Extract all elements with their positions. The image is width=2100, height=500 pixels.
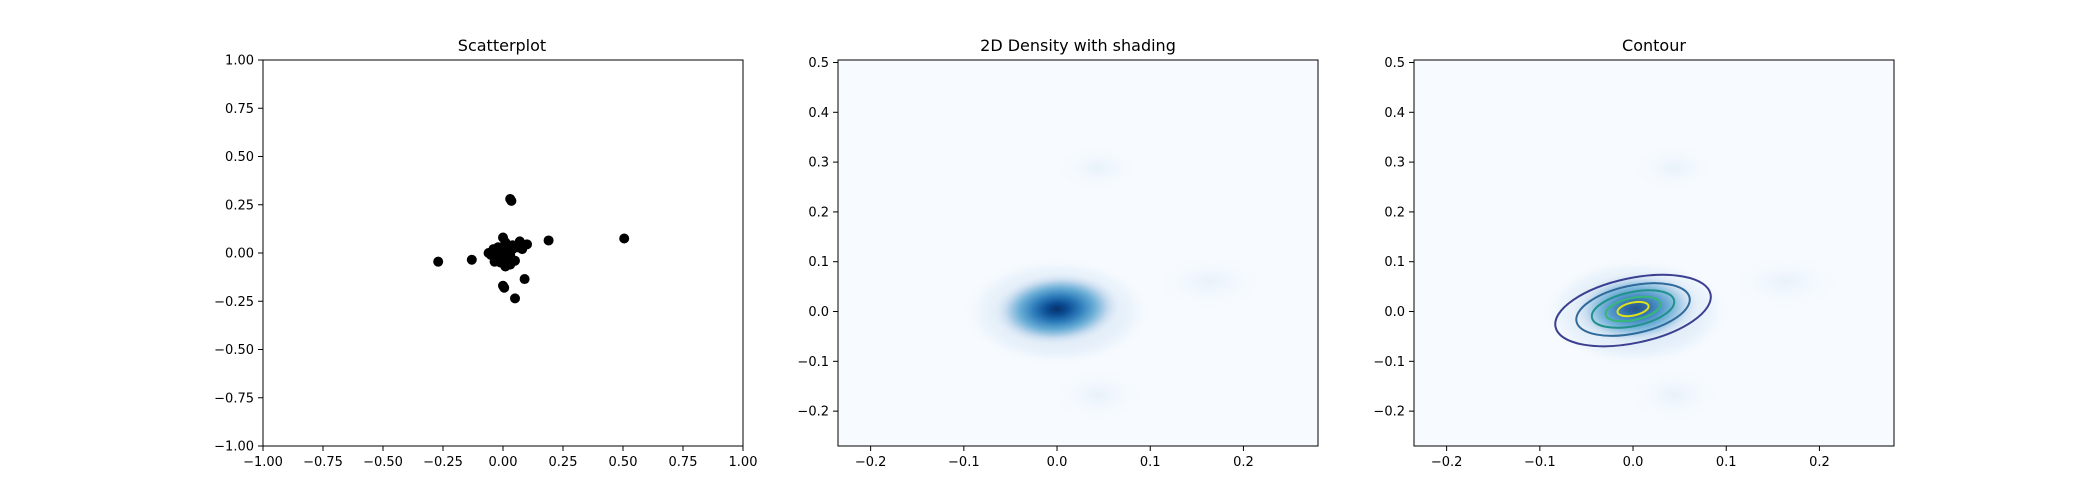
x-tick-label: −1.00 bbox=[243, 455, 283, 470]
x-tick-label: −0.25 bbox=[423, 455, 463, 470]
contour-line bbox=[1616, 300, 1650, 318]
y-tick-label: 0.0 bbox=[1384, 305, 1405, 320]
scatter-point bbox=[499, 282, 510, 293]
scatter-point bbox=[466, 254, 477, 265]
x-tick-label: −0.1 bbox=[948, 455, 980, 470]
contour-axes-frame bbox=[1413, 59, 1895, 447]
x-tick-label: 0.1 bbox=[1716, 455, 1737, 470]
contour-title: Contour bbox=[1622, 36, 1686, 55]
y-tick-label: 1.00 bbox=[225, 54, 254, 69]
scatter-points bbox=[433, 193, 630, 304]
y-tick-label: 0.2 bbox=[1384, 205, 1405, 220]
scatter-point bbox=[483, 248, 494, 258]
contour-lines bbox=[1554, 273, 1712, 348]
y-tick-label: 0.75 bbox=[225, 102, 254, 117]
scatter-point bbox=[489, 256, 500, 267]
y-tick-label: 0.4 bbox=[1384, 106, 1405, 121]
x-tick-label: 0.2 bbox=[1809, 455, 1830, 470]
scatterplot-title: Scatterplot bbox=[458, 36, 546, 55]
y-tick-label: 0.1 bbox=[1384, 255, 1405, 270]
y-tick-label: −0.50 bbox=[214, 343, 254, 358]
density-panel: 2D Density with shading −0.2 −0.1 0.0 0.1 0.… bbox=[797, 36, 1319, 470]
scatter-point bbox=[504, 241, 514, 252]
y-tick-label: 0.0 bbox=[808, 305, 829, 320]
scatter-point bbox=[543, 235, 554, 246]
contour-panel: Contour −0.2 −0.1 0.0 0.1 0.2 −0.2 −0.1 0.0 0.1 0… bbox=[1373, 36, 1895, 470]
y-tick-label: 0.1 bbox=[808, 255, 829, 270]
y-tick-label: −0.2 bbox=[797, 405, 829, 420]
x-tick-label: −0.2 bbox=[1431, 455, 1463, 470]
scatterplot-ticks: −1.00 −0.75 −0.50 −0.25 0.00 0.25 0.50 0.75 1.00… bbox=[214, 54, 757, 471]
y-tick-label: 0.50 bbox=[225, 150, 254, 165]
x-tick-label: −0.75 bbox=[303, 455, 343, 470]
x-tick-label: −0.1 bbox=[1524, 455, 1556, 470]
contour-line bbox=[1590, 289, 1676, 329]
scatter-point bbox=[619, 233, 630, 244]
x-tick-label: −0.50 bbox=[363, 455, 403, 470]
x-tick-label: 0.25 bbox=[549, 455, 578, 470]
y-tick-label: −0.75 bbox=[214, 391, 254, 406]
x-tick-label: 1.00 bbox=[729, 455, 758, 470]
contour-faint-blob bbox=[1624, 365, 1724, 425]
density-peak bbox=[989, 270, 1125, 348]
scatter-point bbox=[433, 256, 444, 267]
x-tick-label: 0.00 bbox=[489, 455, 518, 470]
y-tick-label: 0.5 bbox=[1384, 56, 1405, 71]
y-tick-label: 0.00 bbox=[225, 247, 254, 262]
y-tick-label: 0.25 bbox=[225, 198, 254, 213]
contour-ticks: −0.2 −0.1 0.0 0.1 0.2 −0.2 −0.1 0.0 0.1 0.2 0.3 0.4… bbox=[1373, 56, 1829, 470]
scatter-point bbox=[501, 254, 512, 265]
y-tick-label: −0.1 bbox=[797, 355, 829, 370]
scatter-point bbox=[510, 293, 520, 304]
y-tick-label: −0.25 bbox=[214, 295, 254, 310]
contour-line bbox=[1554, 273, 1712, 348]
density-faint-blob bbox=[1150, 252, 1270, 312]
scatter-point bbox=[519, 274, 530, 285]
x-tick-label: 0.2 bbox=[1233, 455, 1254, 470]
contour-faint-blob bbox=[1726, 252, 1846, 312]
density-ticks: −0.2 −0.1 0.0 0.1 0.2 −0.2 −0.1 0.0 0.1 0.2 0.3 0.4… bbox=[797, 56, 1253, 470]
y-tick-label: 0.4 bbox=[808, 106, 829, 121]
y-tick-label: 0.5 bbox=[808, 56, 829, 71]
x-tick-label: 0.75 bbox=[669, 455, 698, 470]
density-faint-blob bbox=[1048, 365, 1148, 425]
y-tick-label: 0.3 bbox=[1384, 156, 1405, 171]
contour-line bbox=[1575, 282, 1691, 337]
density-title: 2D Density with shading bbox=[980, 36, 1176, 55]
x-tick-label: 0.0 bbox=[1047, 455, 1068, 470]
x-tick-label: −0.2 bbox=[855, 455, 887, 470]
x-tick-label: 0.1 bbox=[1140, 455, 1161, 470]
density-faint-blob bbox=[1053, 142, 1143, 194]
contour-density-peak bbox=[1568, 269, 1704, 347]
contour-line bbox=[1604, 295, 1662, 323]
y-tick-label: −1.00 bbox=[214, 440, 254, 455]
x-tick-label: 0.0 bbox=[1623, 455, 1644, 470]
scatter-point bbox=[517, 244, 528, 255]
density-axes-frame bbox=[837, 59, 1319, 447]
scatter-point bbox=[506, 195, 517, 206]
y-tick-label: 0.2 bbox=[808, 205, 829, 220]
y-tick-label: −0.2 bbox=[1373, 405, 1405, 420]
y-tick-label: −0.1 bbox=[1373, 355, 1405, 370]
y-tick-label: 0.3 bbox=[808, 156, 829, 171]
x-tick-label: 0.50 bbox=[609, 455, 638, 470]
scatterplot-panel: Scatterplot −1.00 −0.75 −0.50 −0.25 0.00 0.25… bbox=[214, 36, 757, 470]
contour-faint-blob bbox=[1629, 142, 1719, 194]
